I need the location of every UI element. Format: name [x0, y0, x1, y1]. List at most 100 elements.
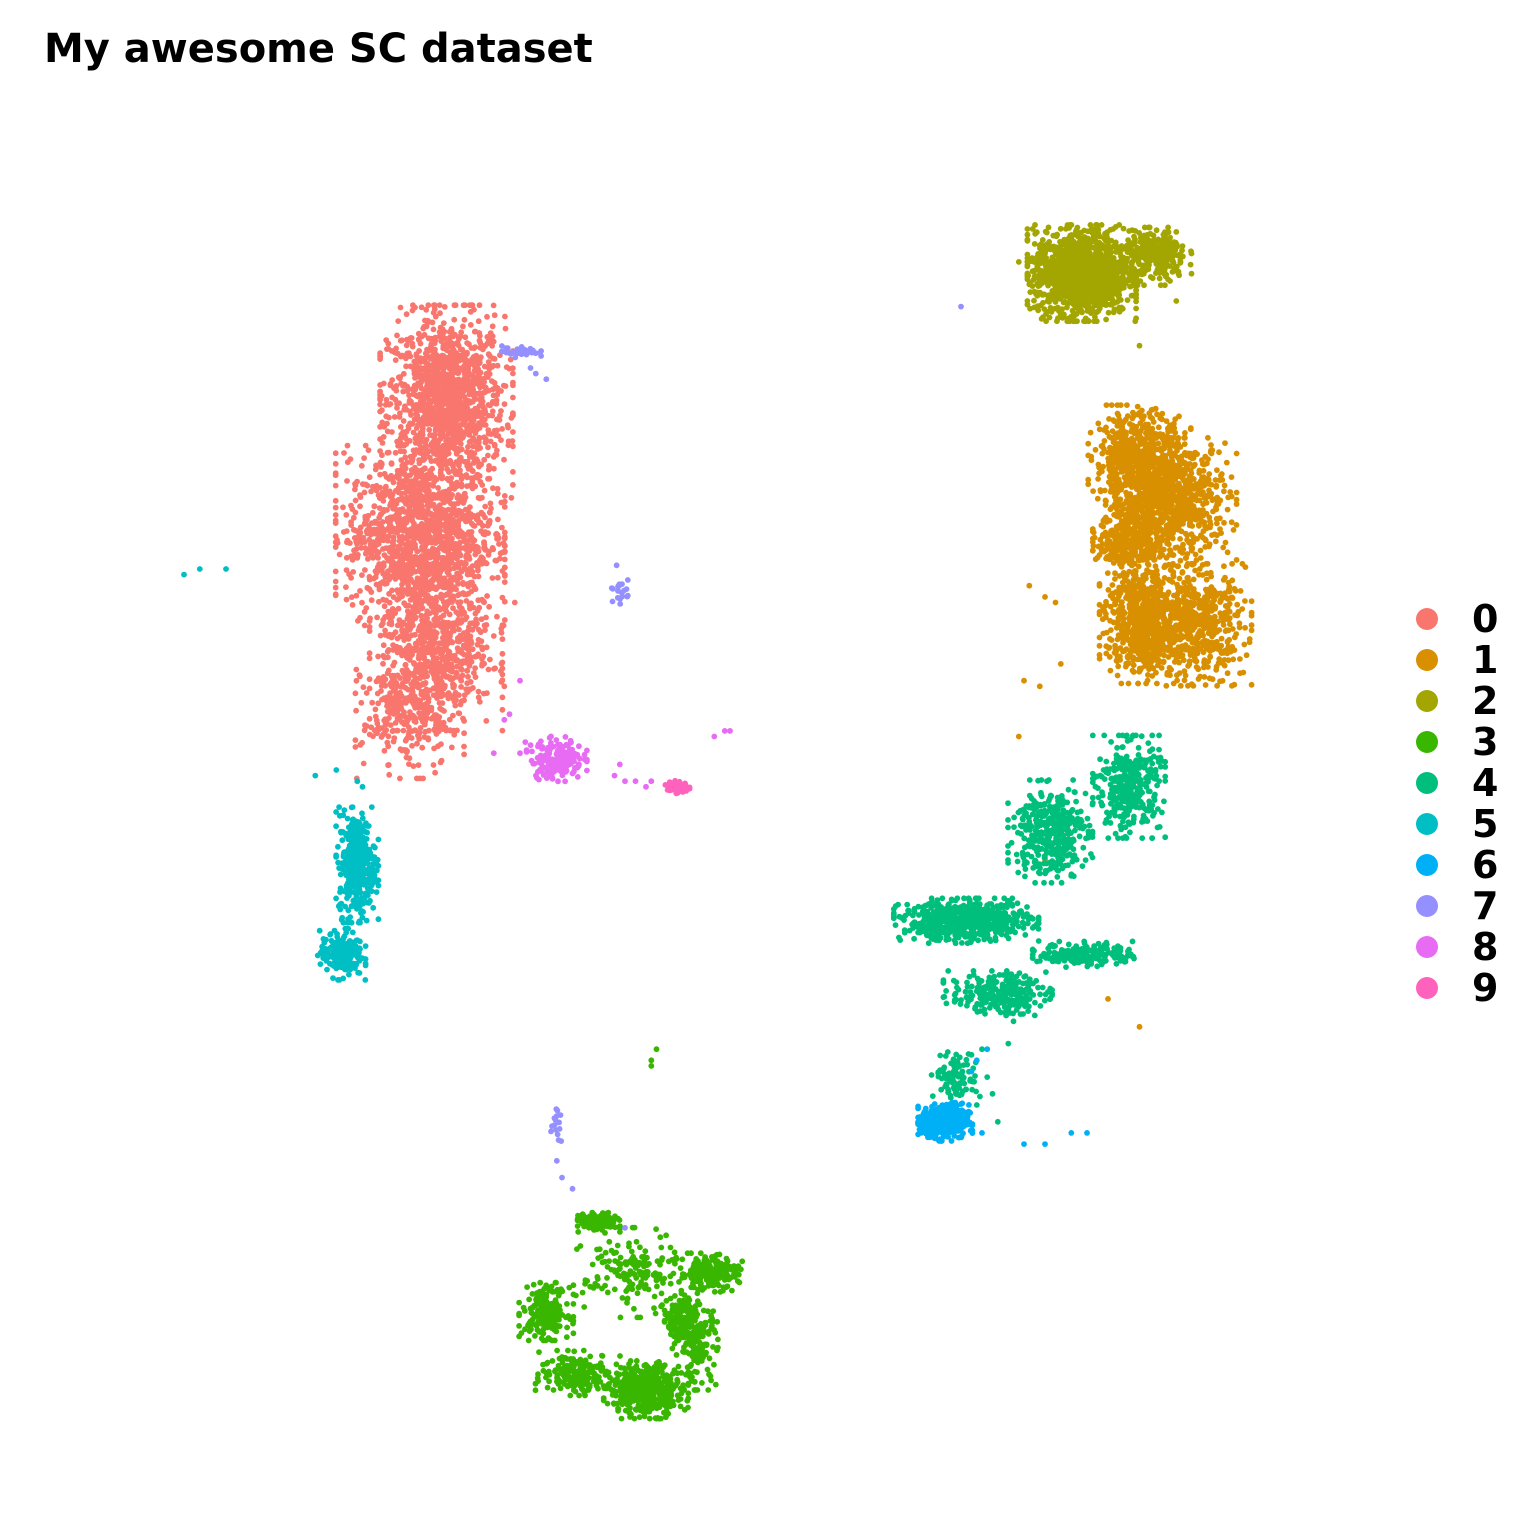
data-point: [419, 434, 425, 440]
data-point: [480, 346, 486, 353]
data-point: [1187, 519, 1194, 525]
data-point: [458, 446, 465, 453]
data-point: [1181, 434, 1187, 441]
data-point: [411, 673, 417, 679]
data-point: [1147, 474, 1154, 480]
data-point: [469, 563, 476, 569]
data-point: [488, 505, 494, 512]
data-point: [387, 612, 394, 619]
data-point: [1090, 488, 1096, 494]
data-point: [407, 353, 414, 360]
data-point: [1127, 463, 1133, 469]
data-point: [1129, 439, 1135, 446]
data-point: [489, 575, 496, 581]
data-point: [332, 497, 339, 504]
data-point: [461, 718, 467, 724]
data-point: [487, 656, 493, 663]
data-point: [454, 339, 461, 346]
data-point: [1233, 489, 1240, 496]
data-point: [494, 362, 501, 369]
data-point: [1203, 525, 1210, 532]
data-point: [1200, 519, 1207, 526]
data-point: [405, 425, 412, 432]
data-point: [510, 382, 516, 389]
data-point: [1214, 501, 1220, 508]
data-point: [449, 509, 456, 516]
data-point: [499, 706, 506, 713]
data-point: [429, 583, 436, 590]
data-point: [495, 535, 502, 542]
data-point: [397, 448, 404, 455]
data-point: [350, 569, 357, 575]
data-point: [418, 560, 425, 567]
data-point: [417, 649, 423, 656]
data-point: [481, 622, 488, 629]
data-point: [403, 363, 409, 370]
data-point: [397, 775, 403, 782]
data-point: [426, 426, 433, 433]
data-point: [401, 600, 408, 607]
data-point: [1137, 464, 1144, 471]
data-point: [406, 438, 413, 444]
data-point: [407, 709, 413, 715]
data-point: [426, 454, 433, 461]
data-point: [406, 552, 413, 559]
data-point: [392, 563, 399, 569]
data-point: [1228, 519, 1235, 526]
data-point: [427, 533, 433, 540]
data-point: [460, 434, 466, 440]
data-point: [377, 408, 383, 415]
data-point: [385, 654, 391, 661]
data-point: [395, 622, 402, 628]
data-point: [418, 304, 425, 311]
data-point: [437, 324, 444, 331]
data-point: [467, 511, 473, 518]
data-point: [409, 340, 416, 347]
data-point: [1130, 409, 1136, 416]
data-point: [353, 546, 360, 552]
data-point: [501, 617, 508, 623]
data-point: [407, 484, 414, 490]
data-point: [450, 352, 457, 359]
data-point: [415, 531, 421, 538]
data-point: [469, 467, 476, 474]
data-point: [406, 729, 412, 735]
data-point: [453, 670, 460, 677]
data-point: [1114, 422, 1121, 429]
data-point: [452, 401, 459, 407]
data-point: [451, 731, 458, 738]
data-point: [452, 410, 458, 416]
data-point: [450, 362, 456, 369]
data-point: [435, 743, 441, 750]
data-point: [427, 399, 434, 406]
data-point: [1121, 461, 1127, 467]
data-point: [1233, 557, 1240, 563]
data-point: [469, 646, 476, 653]
data-point: [392, 357, 399, 363]
data-point: [491, 312, 498, 319]
data-point: [432, 649, 439, 656]
data-point: [1128, 428, 1134, 435]
data-point: [380, 660, 386, 667]
data-point: [476, 330, 483, 336]
data-point: [1149, 463, 1156, 470]
data-point: [421, 680, 428, 687]
data-point: [501, 456, 507, 463]
data-point: [332, 520, 339, 526]
data-point: [429, 545, 436, 552]
data-point: [1085, 440, 1092, 447]
data-point: [490, 485, 496, 492]
data-point: [1160, 484, 1167, 491]
data-point: [366, 618, 373, 624]
data-point: [442, 335, 449, 342]
data-point: [510, 370, 516, 377]
data-point: [407, 566, 414, 573]
data-point: [419, 528, 426, 534]
data-point: [441, 304, 448, 310]
data-point: [1223, 459, 1230, 466]
data-point: [438, 621, 444, 628]
data-point: [400, 418, 407, 424]
data-point: [428, 577, 435, 584]
data-point: [474, 423, 481, 429]
data-point: [417, 661, 424, 668]
